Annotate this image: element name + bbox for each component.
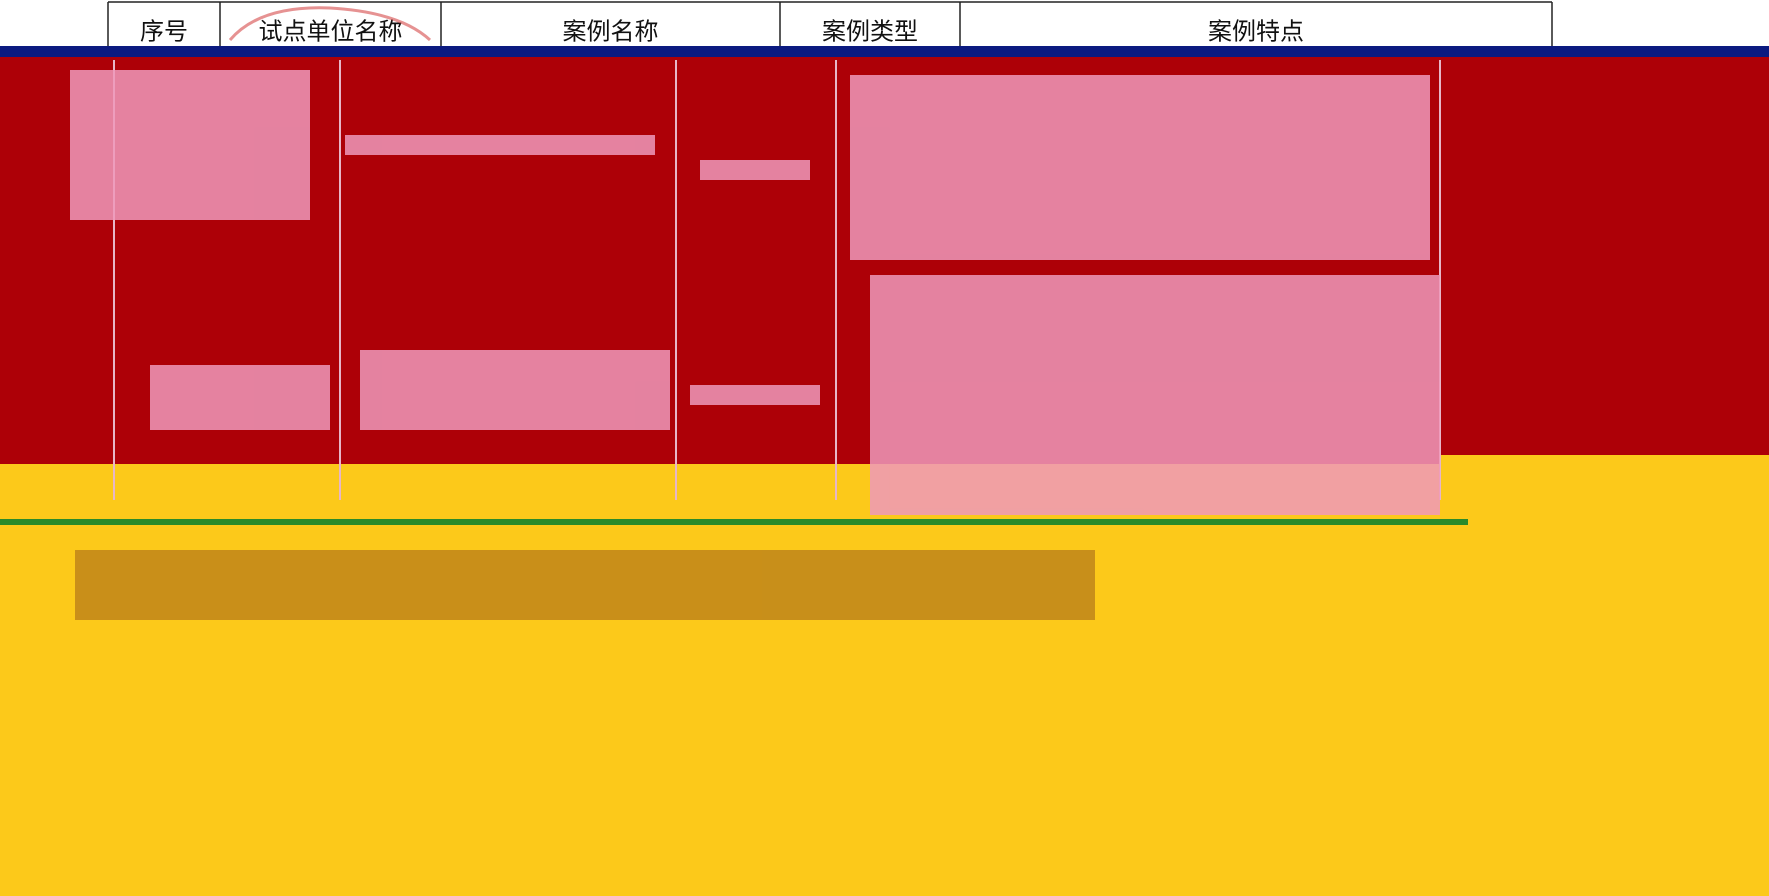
glitch-blob (870, 275, 1440, 515)
stamp (228, 6, 432, 42)
glitch-band (0, 46, 1769, 57)
glitch-blob (850, 75, 1430, 260)
header-cell: 试点单位名称 (259, 18, 403, 46)
header-grid (107, 1, 1553, 50)
glitch-block (1440, 455, 1769, 465)
glitch-blob (70, 70, 310, 220)
glitch-block (0, 464, 1769, 896)
glitch-blob (700, 160, 810, 180)
glitch-text (70, 70, 1440, 620)
header-cell: 案例特点 (1208, 18, 1304, 46)
glitch-blob (690, 385, 820, 405)
header-cell: 案例名称 (563, 18, 659, 46)
header-row: 序号 试点单位名称 案例名称 案例类型 案例特点 (140, 18, 1304, 46)
glitch-blob (75, 550, 1095, 620)
header-cell: 案例类型 (822, 18, 918, 46)
glitch-blob (360, 350, 670, 430)
glitch-blob (345, 135, 655, 155)
header-cell: 序号 (140, 18, 188, 46)
glitch-blob (150, 365, 330, 430)
